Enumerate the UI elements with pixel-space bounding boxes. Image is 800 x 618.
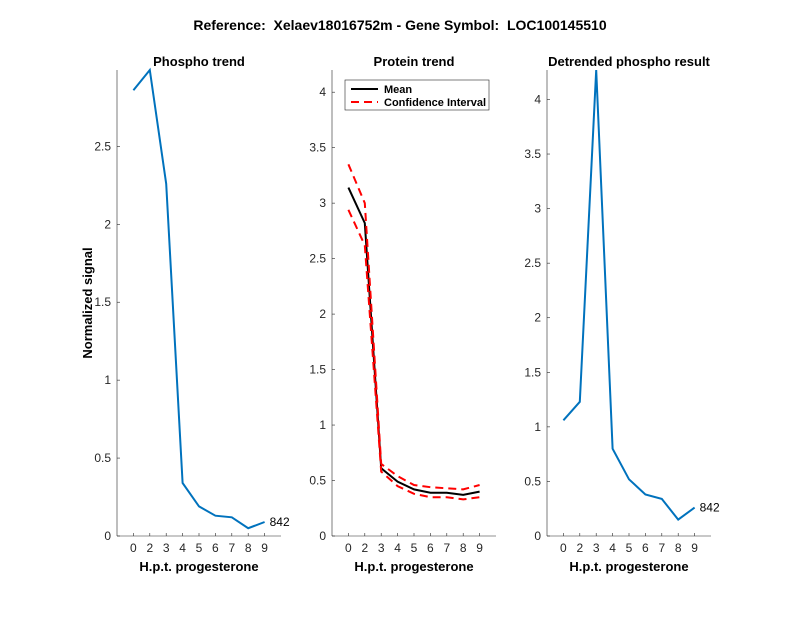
- x-tick-label: 8: [245, 541, 252, 555]
- x-tick-label: 7: [228, 541, 235, 555]
- y-tick-label: 3: [319, 196, 326, 210]
- x-tick-label: 4: [394, 541, 401, 555]
- end-label: 842: [270, 515, 290, 529]
- y-tick-label: 1.5: [309, 363, 326, 377]
- series-line-detrended: [562, 69, 696, 521]
- y-tick-label: 0.5: [524, 474, 541, 488]
- x-tick-label: 0: [130, 541, 137, 555]
- y-axis-label: Normalized signal: [80, 247, 95, 358]
- y-tick-label: 4: [534, 92, 541, 106]
- x-tick-label: 2: [576, 541, 583, 555]
- series-line-confidence-interval-lower-: [347, 209, 480, 501]
- legend-box: [344, 79, 490, 111]
- x-tick-label: 4: [179, 541, 186, 555]
- x-tick-label: 3: [378, 541, 385, 555]
- x-tick-label: 0: [560, 541, 567, 555]
- end-label: 842: [700, 501, 720, 515]
- y-tick-label: 3: [534, 202, 541, 216]
- y-tick-label: 1: [319, 418, 326, 432]
- x-axis-label: H.p.t. progesterone: [139, 559, 258, 574]
- x-tick-label: 9: [476, 541, 483, 555]
- legend-label: Confidence Interval: [384, 97, 486, 109]
- x-tick-label: 6: [212, 541, 219, 555]
- y-tick-label: 3.5: [309, 141, 326, 155]
- x-tick-label: 9: [261, 541, 268, 555]
- x-tick-label: 2: [146, 541, 153, 555]
- y-tick-label: 0: [319, 529, 326, 543]
- x-tick-label: 5: [196, 541, 203, 555]
- x-axis-label: H.p.t. progesterone: [569, 559, 688, 574]
- x-tick-label: 9: [691, 541, 698, 555]
- x-tick-label: 7: [443, 541, 450, 555]
- y-tick-label: 0.5: [309, 474, 326, 488]
- y-tick-label: 2: [319, 307, 326, 321]
- y-tick-label: 1.5: [524, 365, 541, 379]
- y-tick-label: 2: [534, 311, 541, 325]
- series-line-phospho: [132, 67, 265, 530]
- y-tick-label: 1: [104, 373, 111, 387]
- x-tick-label: 4: [609, 541, 616, 555]
- x-tick-label: 3: [593, 541, 600, 555]
- y-tick-label: 0.5: [94, 451, 111, 465]
- y-tick-label: 1: [534, 420, 541, 434]
- legend-label: Mean: [384, 84, 412, 96]
- figure-title: Reference: Xelaev18016752m - Gene Symbol…: [193, 17, 606, 33]
- y-tick-label: 4: [319, 85, 326, 99]
- x-tick-label: 8: [675, 541, 682, 555]
- y-tick-label: 1.5: [94, 295, 111, 309]
- x-tick-label: 6: [642, 541, 649, 555]
- series-line-confidence-interval: [347, 163, 480, 491]
- y-tick-label: 3.5: [524, 147, 541, 161]
- subplot-title: Protein trend: [374, 54, 455, 69]
- x-tick-label: 8: [460, 541, 467, 555]
- x-tick-label: 0: [345, 541, 352, 555]
- subplot-title: Phospho trend: [153, 54, 245, 69]
- y-tick-label: 2.5: [524, 256, 541, 270]
- x-tick-label: 2: [361, 541, 368, 555]
- y-tick-label: 2.5: [309, 252, 326, 266]
- x-tick-label: 7: [658, 541, 665, 555]
- y-tick-label: 2: [104, 217, 111, 231]
- y-tick-label: 0: [534, 529, 541, 543]
- x-tick-label: 5: [411, 541, 418, 555]
- subplot-title: Detrended phospho result: [548, 54, 710, 69]
- x-tick-label: 3: [163, 541, 170, 555]
- x-tick-label: 6: [427, 541, 434, 555]
- y-tick-label: 0: [104, 529, 111, 543]
- y-tick-label: 2.5: [94, 139, 111, 153]
- x-tick-label: 5: [626, 541, 633, 555]
- x-axis-label: H.p.t. progesterone: [354, 559, 473, 574]
